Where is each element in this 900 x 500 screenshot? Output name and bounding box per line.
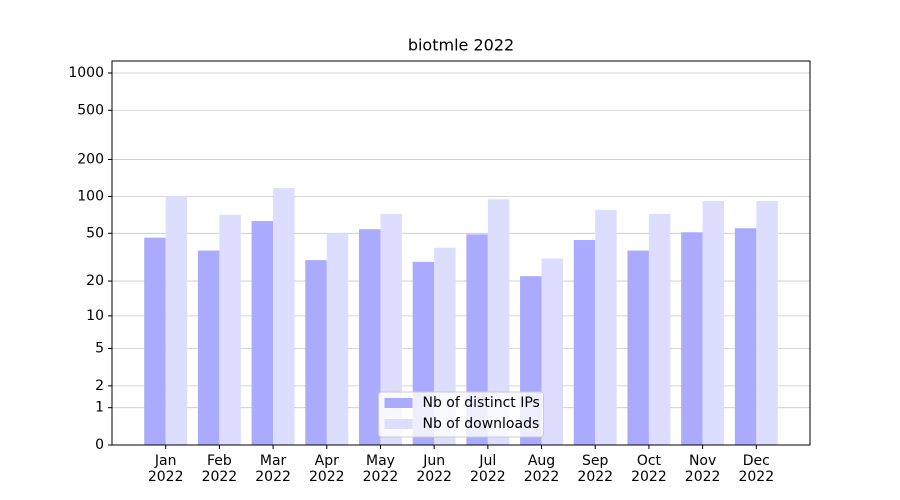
bar — [648, 213, 671, 445]
x-tick-label: Nov 2022 — [685, 453, 721, 485]
bar — [380, 213, 402, 445]
y-tick-label: 1 — [95, 400, 104, 416]
x-tick-label: Feb 2022 — [202, 453, 238, 485]
legend-label: Nb of downloads — [423, 416, 540, 432]
bar — [219, 214, 241, 445]
bar — [358, 229, 381, 445]
y-tick-label: 200 — [77, 151, 104, 167]
x-tick-label: Jan 2022 — [148, 453, 184, 485]
bar — [756, 200, 778, 445]
bar — [627, 250, 649, 445]
bar — [573, 240, 596, 445]
y-tick-label: 5 — [95, 341, 104, 357]
y-tick-label: 0 — [95, 437, 104, 453]
x-tick-label: May 2022 — [363, 453, 399, 485]
x-tick-label: Aug 2022 — [524, 453, 560, 485]
legend-swatch — [384, 398, 413, 408]
y-tick-label: 2 — [95, 378, 104, 394]
bar — [681, 232, 703, 445]
legend-box — [378, 391, 544, 438]
plot-frame — [111, 60, 811, 446]
chart-title: biotmle 2022 — [408, 36, 514, 55]
bar — [144, 237, 166, 445]
legend-swatch — [384, 419, 413, 429]
bar — [305, 260, 327, 445]
x-tick-label: Jun 2022 — [416, 453, 452, 485]
y-tick-label: 20 — [86, 273, 104, 289]
x-tick-label: Mar 2022 — [255, 453, 291, 485]
x-tick-label: Dec 2022 — [738, 453, 774, 485]
x-tick-label: Apr 2022 — [309, 453, 345, 485]
y-tick-label: 50 — [86, 225, 104, 241]
y-tick-label: 10 — [86, 308, 104, 324]
y-tick-label: 1000 — [68, 65, 104, 81]
y-tick-label: 100 — [77, 189, 104, 205]
legend-label: Nb of distinct IPs — [423, 395, 540, 411]
bar — [326, 233, 349, 445]
bar — [595, 209, 617, 445]
bar — [734, 228, 757, 445]
bar — [273, 188, 295, 445]
bar — [165, 196, 188, 445]
bar — [197, 250, 220, 445]
x-tick-label: Oct 2022 — [631, 453, 667, 485]
x-tick-label: Jul 2022 — [470, 453, 506, 485]
x-tick-label: Sep 2022 — [577, 453, 613, 485]
bar — [702, 200, 725, 445]
y-tick-label: 500 — [77, 102, 104, 118]
bar — [541, 258, 564, 445]
bar — [251, 221, 274, 445]
bar — [487, 199, 510, 445]
